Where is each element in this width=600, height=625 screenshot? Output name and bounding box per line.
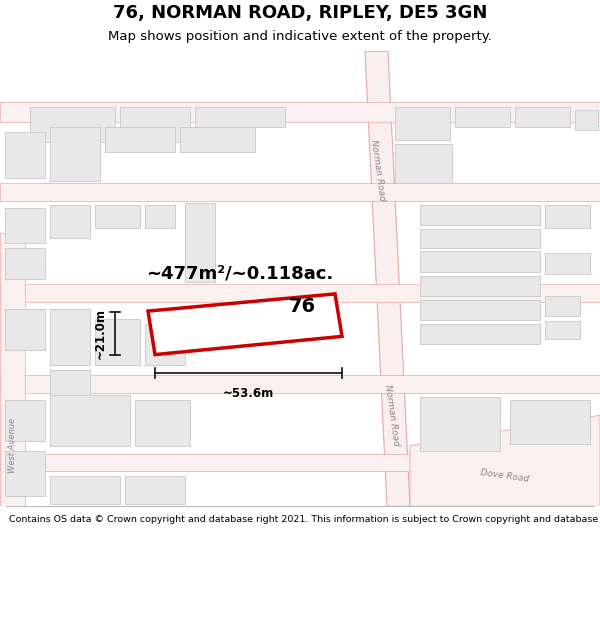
Polygon shape bbox=[395, 144, 452, 182]
Polygon shape bbox=[515, 107, 570, 127]
Polygon shape bbox=[135, 400, 190, 446]
Polygon shape bbox=[545, 254, 590, 274]
Polygon shape bbox=[5, 451, 45, 496]
Polygon shape bbox=[50, 395, 130, 446]
Polygon shape bbox=[185, 203, 215, 282]
Polygon shape bbox=[0, 233, 25, 506]
Polygon shape bbox=[195, 107, 285, 127]
Text: Dove Road: Dove Road bbox=[480, 468, 530, 484]
Polygon shape bbox=[545, 321, 580, 339]
Polygon shape bbox=[5, 309, 45, 349]
Polygon shape bbox=[50, 127, 100, 181]
Polygon shape bbox=[575, 110, 598, 130]
Polygon shape bbox=[420, 251, 540, 272]
Polygon shape bbox=[145, 324, 185, 365]
Text: 76: 76 bbox=[289, 296, 316, 316]
Polygon shape bbox=[420, 276, 540, 296]
Polygon shape bbox=[395, 107, 450, 140]
Polygon shape bbox=[30, 107, 115, 142]
Text: 76, NORMAN ROAD, RIPLEY, DE5 3GN: 76, NORMAN ROAD, RIPLEY, DE5 3GN bbox=[113, 4, 487, 22]
Polygon shape bbox=[420, 229, 540, 248]
Polygon shape bbox=[50, 370, 90, 400]
Text: Map shows position and indicative extent of the property.: Map shows position and indicative extent… bbox=[108, 31, 492, 43]
Polygon shape bbox=[148, 294, 342, 354]
Polygon shape bbox=[510, 400, 590, 444]
Text: West Avenue: West Avenue bbox=[8, 418, 17, 473]
Polygon shape bbox=[50, 476, 120, 504]
Polygon shape bbox=[5, 132, 45, 178]
Polygon shape bbox=[180, 127, 255, 152]
Polygon shape bbox=[545, 205, 590, 228]
Text: Contains OS data © Crown copyright and database right 2021. This information is : Contains OS data © Crown copyright and d… bbox=[9, 514, 600, 524]
Polygon shape bbox=[5, 248, 45, 279]
Polygon shape bbox=[420, 205, 540, 225]
Text: Norman Road: Norman Road bbox=[369, 139, 387, 202]
Text: ~53.6m: ~53.6m bbox=[223, 387, 274, 400]
Polygon shape bbox=[420, 397, 500, 451]
Text: ~477m²/~0.118ac.: ~477m²/~0.118ac. bbox=[146, 265, 334, 282]
Polygon shape bbox=[125, 476, 185, 504]
Polygon shape bbox=[0, 375, 600, 393]
Polygon shape bbox=[95, 205, 140, 228]
Polygon shape bbox=[5, 208, 45, 243]
Polygon shape bbox=[120, 107, 190, 142]
Polygon shape bbox=[105, 127, 175, 152]
Polygon shape bbox=[455, 107, 510, 127]
Polygon shape bbox=[420, 324, 540, 344]
Polygon shape bbox=[420, 300, 540, 320]
Polygon shape bbox=[0, 102, 600, 122]
Polygon shape bbox=[50, 309, 90, 365]
Polygon shape bbox=[50, 205, 90, 238]
Text: ~21.0m: ~21.0m bbox=[94, 308, 107, 359]
Polygon shape bbox=[145, 205, 175, 228]
Polygon shape bbox=[0, 182, 600, 201]
Polygon shape bbox=[0, 454, 600, 471]
Text: Norman Road: Norman Road bbox=[383, 384, 401, 446]
Polygon shape bbox=[365, 51, 410, 506]
Polygon shape bbox=[95, 319, 140, 365]
Polygon shape bbox=[410, 415, 600, 506]
Polygon shape bbox=[0, 284, 600, 302]
Polygon shape bbox=[5, 400, 45, 441]
Polygon shape bbox=[545, 296, 580, 316]
